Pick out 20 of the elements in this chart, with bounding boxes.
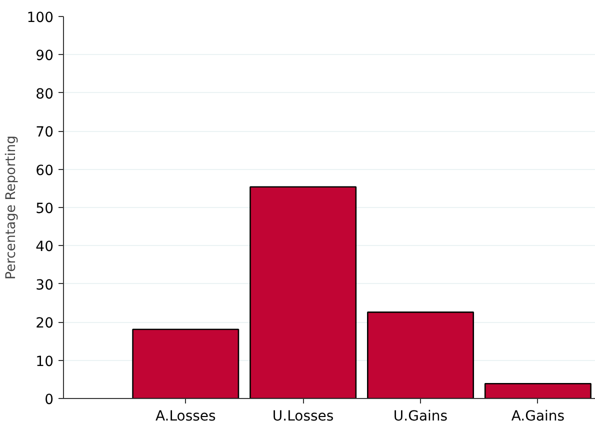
x-tick-label: A.Gains bbox=[511, 408, 565, 424]
y-tick-label: 50 bbox=[36, 201, 54, 217]
x-tick-label: U.Gains bbox=[393, 408, 448, 424]
y-axis-title: Percentage Reporting bbox=[4, 135, 19, 280]
bar bbox=[484, 382, 592, 398]
bar bbox=[367, 312, 474, 398]
bar bbox=[132, 328, 240, 398]
y-tick-label: 20 bbox=[36, 316, 54, 332]
y-tick-label: 10 bbox=[36, 354, 54, 370]
y-tick-label: 60 bbox=[36, 162, 54, 179]
bar bbox=[250, 186, 357, 398]
y-tick-label: 0 bbox=[44, 392, 54, 408]
y-tick-label: 90 bbox=[36, 48, 54, 64]
x-tick-label: A.Losses bbox=[155, 408, 216, 424]
y-tick-label: 80 bbox=[36, 86, 54, 102]
y-tick-label: 30 bbox=[36, 277, 54, 294]
x-tick-label: U.Losses bbox=[272, 408, 334, 424]
y-tick-label: 100 bbox=[26, 10, 54, 26]
y-tick-label: 70 bbox=[36, 124, 54, 141]
y-tick-label: 40 bbox=[36, 239, 54, 256]
